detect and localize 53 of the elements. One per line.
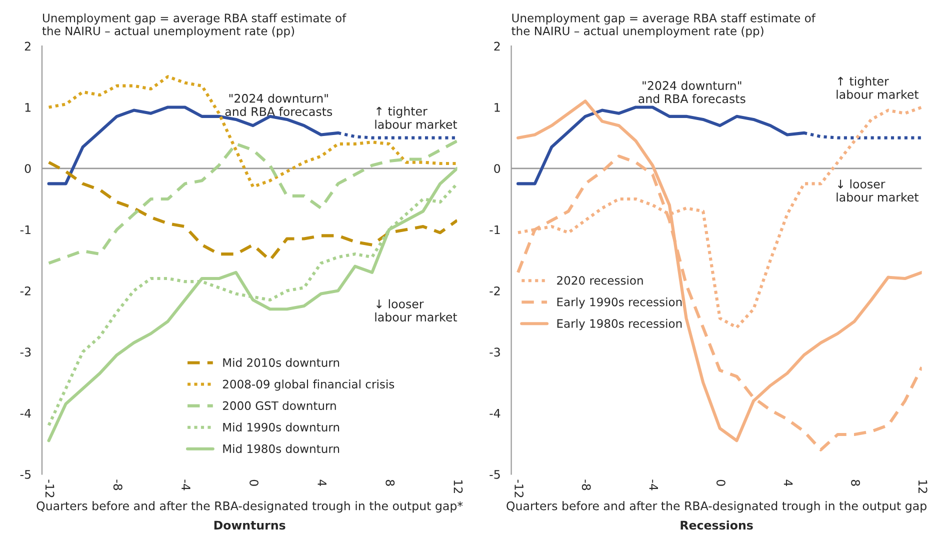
annotation: ↓ looser labour market bbox=[375, 299, 458, 322]
y-tick-label: 1 bbox=[494, 103, 500, 112]
y-tick-label: -1 bbox=[20, 225, 30, 234]
legend-label: Early 1980s recession bbox=[557, 318, 682, 330]
annotation: "2024 downturn" and RBA forecasts bbox=[638, 80, 746, 104]
legend-label: 2008-09 global financial crisis bbox=[222, 380, 394, 391]
x-axis-title: Quarters before and after the RBA-designated trough in the output gap bbox=[506, 501, 926, 513]
y-tick-label: 0 bbox=[24, 164, 31, 174]
legend-label: Mid 1990s downturn bbox=[223, 422, 340, 432]
x-tick-label: 4 bbox=[318, 480, 326, 486]
y-tick-label: -2 bbox=[490, 286, 500, 296]
line-series bbox=[47, 139, 458, 265]
line-series bbox=[47, 75, 458, 188]
x-tick-label: 8 bbox=[851, 480, 860, 486]
x-tick-label: -12 bbox=[514, 480, 524, 498]
y-tick-label: -4 bbox=[20, 408, 31, 418]
x-tick-label: 4 bbox=[784, 480, 793, 486]
y-tick-label: -3 bbox=[20, 348, 31, 357]
x-tick-label: 8 bbox=[386, 480, 395, 486]
annotation: "2024 downturn" and RBA forecasts bbox=[225, 94, 332, 116]
y-tick-label: 2 bbox=[494, 42, 500, 51]
legend-label: Early 1990s recession bbox=[557, 297, 682, 309]
x-axis-title: Quarters before and after the RBA-designated trough in the output gap* bbox=[36, 501, 463, 513]
legend-label: 2000 GST downturn bbox=[222, 401, 336, 410]
y-tick-label: -3 bbox=[490, 348, 500, 357]
legend-label: Mid 1980s downturn bbox=[223, 444, 340, 454]
y-tick-label: 2 bbox=[24, 42, 30, 51]
annotation: ↓ looser labour market bbox=[836, 179, 919, 202]
annotation: ↑ tighter labour market bbox=[375, 106, 458, 129]
text: Downturns bbox=[214, 520, 286, 530]
x-tick-label: -4 bbox=[182, 480, 190, 490]
annotation: ↑ tighter labour market bbox=[836, 76, 919, 99]
y-tick-label: 1 bbox=[25, 103, 30, 112]
x-tick-label: -8 bbox=[582, 480, 591, 490]
x-tick-label: -12 bbox=[46, 480, 54, 498]
legend-label: 2020 recession bbox=[557, 276, 643, 285]
legend-label: Mid 2010s downturn bbox=[223, 358, 340, 367]
y-tick-label: 0 bbox=[494, 164, 500, 174]
y-tick-label: -5 bbox=[20, 470, 31, 479]
y-tick-label: -4 bbox=[490, 408, 500, 418]
y-axis-title: Unemployment gap = average RBA staff estimate of the NAIRU – actual unemployment rate (pp) bbox=[512, 13, 816, 38]
x-tick-label: 0 bbox=[716, 480, 726, 486]
x-tick-label: 0 bbox=[250, 480, 258, 486]
y-tick-label: -5 bbox=[490, 470, 500, 479]
line-series bbox=[47, 160, 458, 262]
y-tick-label: -2 bbox=[20, 286, 30, 296]
x-tick-label: 12 bbox=[454, 480, 463, 493]
y-tick-label: -1 bbox=[490, 225, 500, 234]
x-tick-label: -8 bbox=[113, 480, 122, 490]
text: Recessions bbox=[680, 520, 753, 530]
x-tick-label: 12 bbox=[918, 480, 928, 493]
x-tick-label: -4 bbox=[649, 480, 658, 490]
y-axis-title: Unemployment gap = average RBA staff estimate of the NAIRU – actual unemployment rate (pp) bbox=[42, 13, 346, 38]
